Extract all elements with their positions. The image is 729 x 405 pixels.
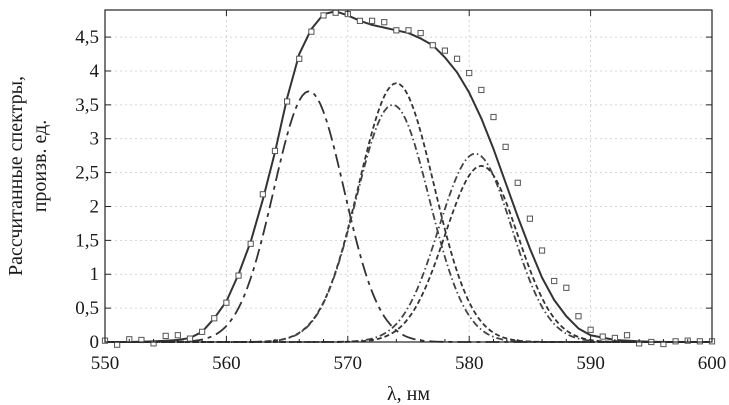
- y-tick-label: 1,5: [75, 230, 99, 251]
- y-tick-label: 1: [90, 264, 100, 285]
- series-layer: [101, 9, 716, 348]
- grid: [105, 10, 712, 342]
- data-point-marker: [551, 277, 558, 285]
- x-tick-label: 600: [698, 353, 727, 374]
- data-point-marker: [623, 332, 631, 339]
- x-tick-label: 570: [334, 353, 363, 374]
- data-point-marker: [223, 299, 230, 306]
- data-point-marker: [417, 29, 424, 37]
- data-point-marker: [186, 335, 194, 342]
- data-point-marker: [114, 341, 121, 348]
- data-point-marker: [672, 338, 679, 345]
- data-point-marker: [308, 28, 315, 35]
- data-point-marker: [538, 247, 546, 254]
- data-point-marker: [356, 17, 364, 24]
- data-point-marker: [247, 240, 254, 247]
- data-point-marker: [478, 86, 485, 94]
- y-axis-label: Рассчитанные спектры, произв. ед.: [5, 76, 51, 276]
- data-point-marker: [284, 98, 291, 105]
- data-point-marker: [696, 338, 703, 345]
- data-point-marker: [514, 179, 521, 186]
- y-axis-label-line-2: произв. ед.: [29, 120, 51, 213]
- data-point-marker: [271, 147, 279, 155]
- data-point-marker: [466, 69, 473, 77]
- x-tick-label: 560: [212, 353, 241, 374]
- data-point-marker: [211, 315, 218, 322]
- data-point-marker: [393, 27, 400, 34]
- data-point-marker: [502, 143, 509, 150]
- y-tick-label: 0,5: [75, 298, 99, 319]
- data-point-marker: [368, 17, 376, 24]
- component-peak-line-3: [105, 103, 712, 343]
- data-point-marker: [296, 55, 303, 62]
- data-point-marker: [526, 215, 533, 222]
- y-tick-labels: 0 0,5 1 1,5 2 2,5 3 3,5 4 4,5: [75, 27, 99, 353]
- x-tick-label: 550: [91, 353, 120, 374]
- sum-spectrum-line: [105, 10, 712, 343]
- data-point-marker: [490, 113, 497, 121]
- y-tick-label: 4: [90, 61, 100, 82]
- data-point-marker: [563, 284, 570, 291]
- data-point-marker: [575, 313, 582, 320]
- data-point-marker: [381, 19, 388, 26]
- data-point-marker: [235, 272, 242, 279]
- y-axis-label-line-1: Рассчитанные спектры,: [5, 76, 27, 276]
- y-tick-label: 0: [90, 332, 100, 353]
- y-tick-label: 3,5: [75, 95, 99, 116]
- data-point-marker: [441, 47, 449, 54]
- data-point-marker: [320, 12, 327, 19]
- y-tick-label: 2,5: [75, 163, 99, 184]
- y-tick-label: 3: [90, 129, 100, 150]
- plot-frame: [104, 9, 713, 343]
- y-tick-label: 2: [90, 196, 100, 217]
- data-point-marker: [259, 191, 266, 198]
- y-tick-label: 4,5: [75, 27, 99, 48]
- data-point-marker: [174, 332, 181, 339]
- x-tick-label: 580: [455, 353, 484, 374]
- component-peak-line-5: [105, 164, 712, 343]
- data-point-marker: [332, 9, 339, 16]
- data-point-marker: [162, 332, 169, 340]
- data-point-marker: [429, 42, 436, 49]
- data-point-marker: [599, 333, 606, 340]
- ticks: [104, 10, 713, 343]
- x-axis-label: λ, нм: [387, 383, 430, 405]
- data-point-marker: [453, 55, 461, 62]
- component-peak-line-2: [105, 82, 712, 343]
- component-peak-line-1: [105, 90, 712, 343]
- data-point-marker: [587, 326, 594, 333]
- component-peak-line-4: [105, 152, 712, 343]
- x-tick-labels: 550 560 570 580 590 600: [91, 353, 727, 374]
- x-tick-label: 590: [576, 353, 605, 374]
- data-point-marker: [199, 328, 206, 335]
- data-point-marker: [405, 27, 412, 34]
